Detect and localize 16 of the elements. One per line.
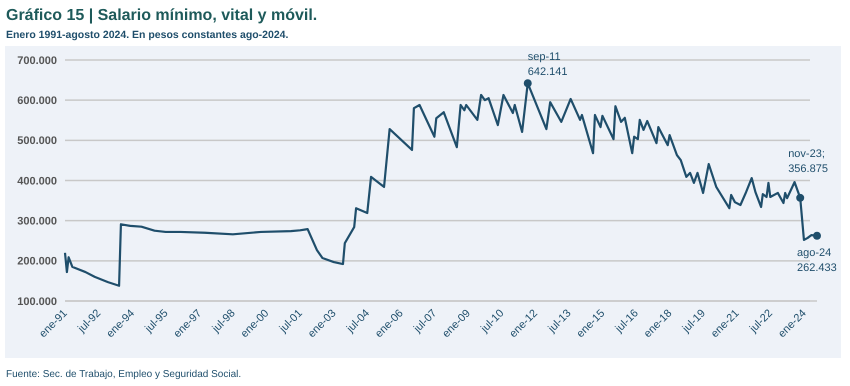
annotation: sep-11 642.141: [528, 51, 568, 78]
point: [796, 194, 804, 202]
chart-subtitle: Enero 1991-agosto 2024. En pesos constantes ago-2024.: [6, 29, 289, 41]
point: [524, 79, 532, 88]
y-tick-label: 200.000: [17, 256, 57, 268]
source-note: Fuente: Sec. de Trabajo, Empleo y Seguridad Social.: [6, 369, 242, 380]
annotation: nov-23; 356.875: [788, 148, 828, 175]
chart-title: Gráfico 15 | Salario mínimo, vital y móvil.: [6, 7, 318, 24]
y-tick-label: 500.000: [17, 135, 57, 148]
point: [813, 232, 821, 240]
y-tick-label: 400.000: [17, 175, 57, 188]
y-tick-label: 100.000: [17, 296, 57, 308]
y-tick-label: 700.000: [17, 54, 57, 67]
annotation: ago-24 262.433: [797, 246, 837, 274]
y-tick-label: 600.000: [17, 95, 57, 108]
y-tick-label: 300.000: [17, 216, 57, 228]
